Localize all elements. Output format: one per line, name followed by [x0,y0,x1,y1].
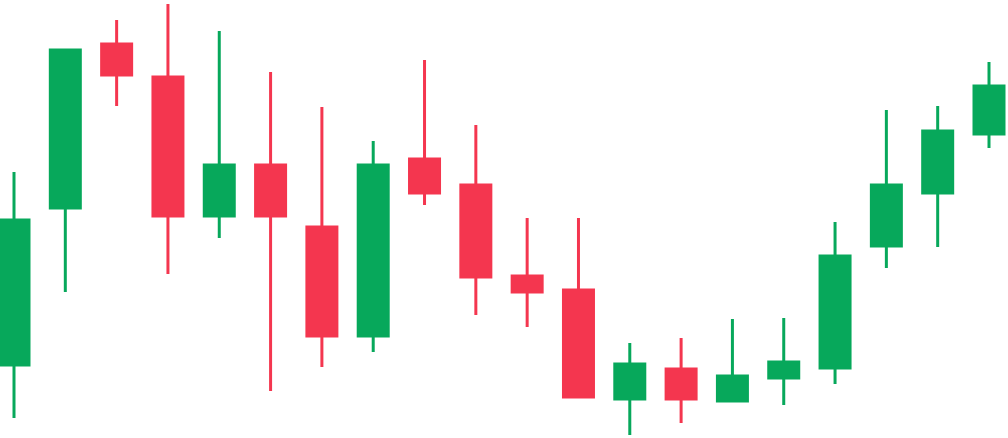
candle-body [715,374,749,403]
candle-body [561,288,595,399]
candle-body [459,183,493,279]
candle-body [0,218,31,367]
candle-body [305,225,339,338]
candle-body [664,367,698,401]
candle-body [613,362,647,401]
candle-body [972,84,1006,136]
candle-body [510,274,544,294]
candle-body [767,360,801,380]
candle-body [100,42,134,77]
candle-body [921,129,955,195]
candle-body [408,157,442,195]
candle-body [869,183,903,248]
candle-body [818,254,852,370]
candle-body [202,163,236,218]
candle-body [48,48,82,210]
candle-body [254,163,288,218]
candle-body [356,163,390,338]
candle-body [151,75,185,218]
